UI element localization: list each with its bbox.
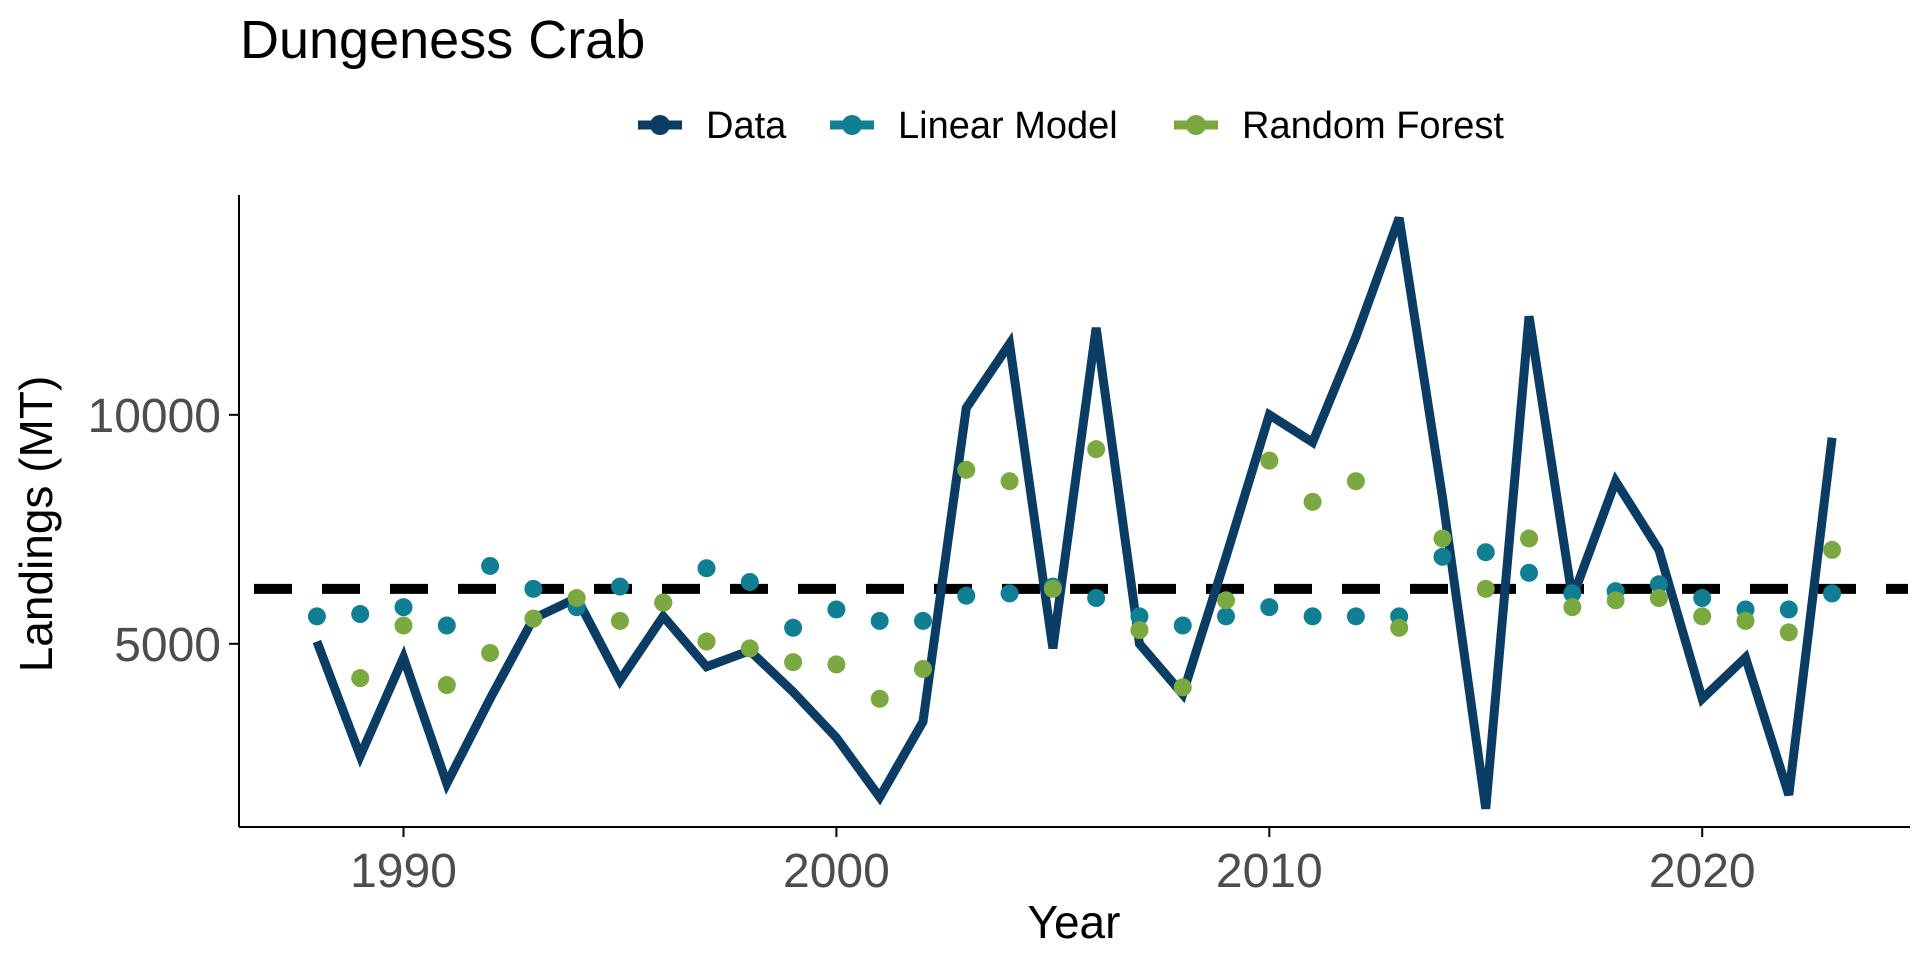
legend-key-point-linear-model — [842, 115, 862, 135]
point-random-forest — [1433, 529, 1452, 548]
series-line-data — [312, 216, 1837, 810]
plot-area — [254, 216, 1908, 810]
y-axis-title: Landings (MT) — [10, 376, 62, 673]
point-random-forest — [1303, 492, 1322, 511]
point-random-forest — [870, 689, 889, 708]
point-random-forest — [351, 669, 370, 688]
point-random-forest — [1563, 598, 1582, 617]
point-linear-model — [827, 600, 846, 619]
point-random-forest — [524, 609, 543, 628]
point-linear-model — [1303, 607, 1322, 626]
point-random-forest — [1130, 621, 1149, 640]
legend-label-data: Data — [706, 105, 787, 147]
x-tick-label: 1990 — [350, 845, 457, 898]
point-random-forest — [394, 616, 413, 635]
point-random-forest — [1693, 607, 1712, 626]
point-linear-model — [1649, 575, 1668, 594]
x-ticks: 1990 2000 2010 2020 — [350, 827, 1756, 898]
point-linear-model — [1260, 598, 1279, 617]
point-linear-model — [1087, 589, 1106, 608]
point-linear-model — [610, 577, 629, 596]
point-linear-model — [1520, 563, 1539, 582]
point-linear-model — [740, 572, 759, 591]
x-tick-label: 2000 — [783, 845, 890, 898]
legend-key-point-data — [650, 115, 670, 135]
legend-key-point-random-forest — [1186, 115, 1206, 135]
point-random-forest — [1736, 611, 1755, 630]
point-random-forest — [740, 639, 759, 658]
point-random-forest — [1043, 579, 1062, 598]
point-random-forest — [567, 589, 586, 608]
point-random-forest — [654, 593, 673, 612]
data-line-layer — [312, 216, 1837, 810]
point-linear-model — [1476, 543, 1495, 562]
x-axis-title: Year — [1028, 896, 1121, 948]
point-random-forest — [1217, 591, 1236, 610]
point-linear-model — [870, 611, 889, 630]
x-tick-label: 2020 — [1649, 845, 1756, 898]
point-linear-model — [437, 616, 456, 635]
point-random-forest — [1346, 472, 1365, 491]
point-random-forest — [1779, 623, 1798, 642]
point-random-forest — [1606, 591, 1625, 610]
point-random-forest — [1390, 618, 1409, 637]
point-random-forest — [610, 611, 629, 630]
point-linear-model — [913, 611, 932, 630]
point-random-forest — [1649, 589, 1668, 608]
point-random-forest — [437, 676, 456, 695]
x-tick-label: 2010 — [1216, 845, 1323, 898]
y-ticks: 5000 10000 — [88, 390, 239, 672]
point-random-forest — [1087, 440, 1106, 459]
point-linear-model — [697, 559, 716, 578]
axes: 1990 2000 2010 2020 5000 10000 — [88, 195, 1910, 898]
point-random-forest — [827, 655, 846, 674]
point-random-forest — [1476, 579, 1495, 598]
point-random-forest — [913, 660, 932, 678]
point-linear-model — [1346, 607, 1365, 626]
point-random-forest — [1173, 678, 1192, 697]
point-linear-model — [481, 556, 500, 575]
legend: Data Linear Model Random Forest — [638, 105, 1504, 147]
point-linear-model — [784, 618, 803, 637]
point-linear-model — [1130, 607, 1149, 626]
point-linear-model — [957, 586, 976, 605]
point-linear-model — [351, 605, 370, 624]
point-linear-model — [1000, 584, 1019, 603]
point-linear-model — [524, 579, 543, 598]
point-random-forest — [697, 632, 716, 651]
point-linear-model — [394, 598, 413, 617]
point-random-forest — [1520, 529, 1539, 548]
point-linear-model — [307, 607, 326, 626]
points-layer — [307, 440, 1842, 708]
point-linear-model — [1693, 589, 1712, 608]
legend-label-linear-model: Linear Model — [898, 105, 1118, 147]
point-linear-model — [1779, 600, 1798, 619]
point-random-forest — [481, 643, 500, 662]
point-linear-model — [1563, 584, 1582, 603]
point-random-forest — [1260, 451, 1279, 470]
point-linear-model — [1173, 616, 1192, 635]
point-linear-model — [1823, 584, 1842, 603]
point-random-forest — [784, 653, 803, 672]
point-random-forest — [957, 460, 976, 479]
y-tick-label: 5000 — [114, 619, 221, 672]
chart-title: Dungeness Crab — [240, 10, 645, 70]
point-linear-model — [1217, 607, 1236, 626]
y-tick-label: 10000 — [88, 390, 221, 443]
legend-label-random-forest: Random Forest — [1242, 105, 1504, 147]
point-random-forest — [1823, 540, 1842, 559]
point-linear-model — [1433, 547, 1452, 566]
point-random-forest — [1000, 472, 1019, 491]
